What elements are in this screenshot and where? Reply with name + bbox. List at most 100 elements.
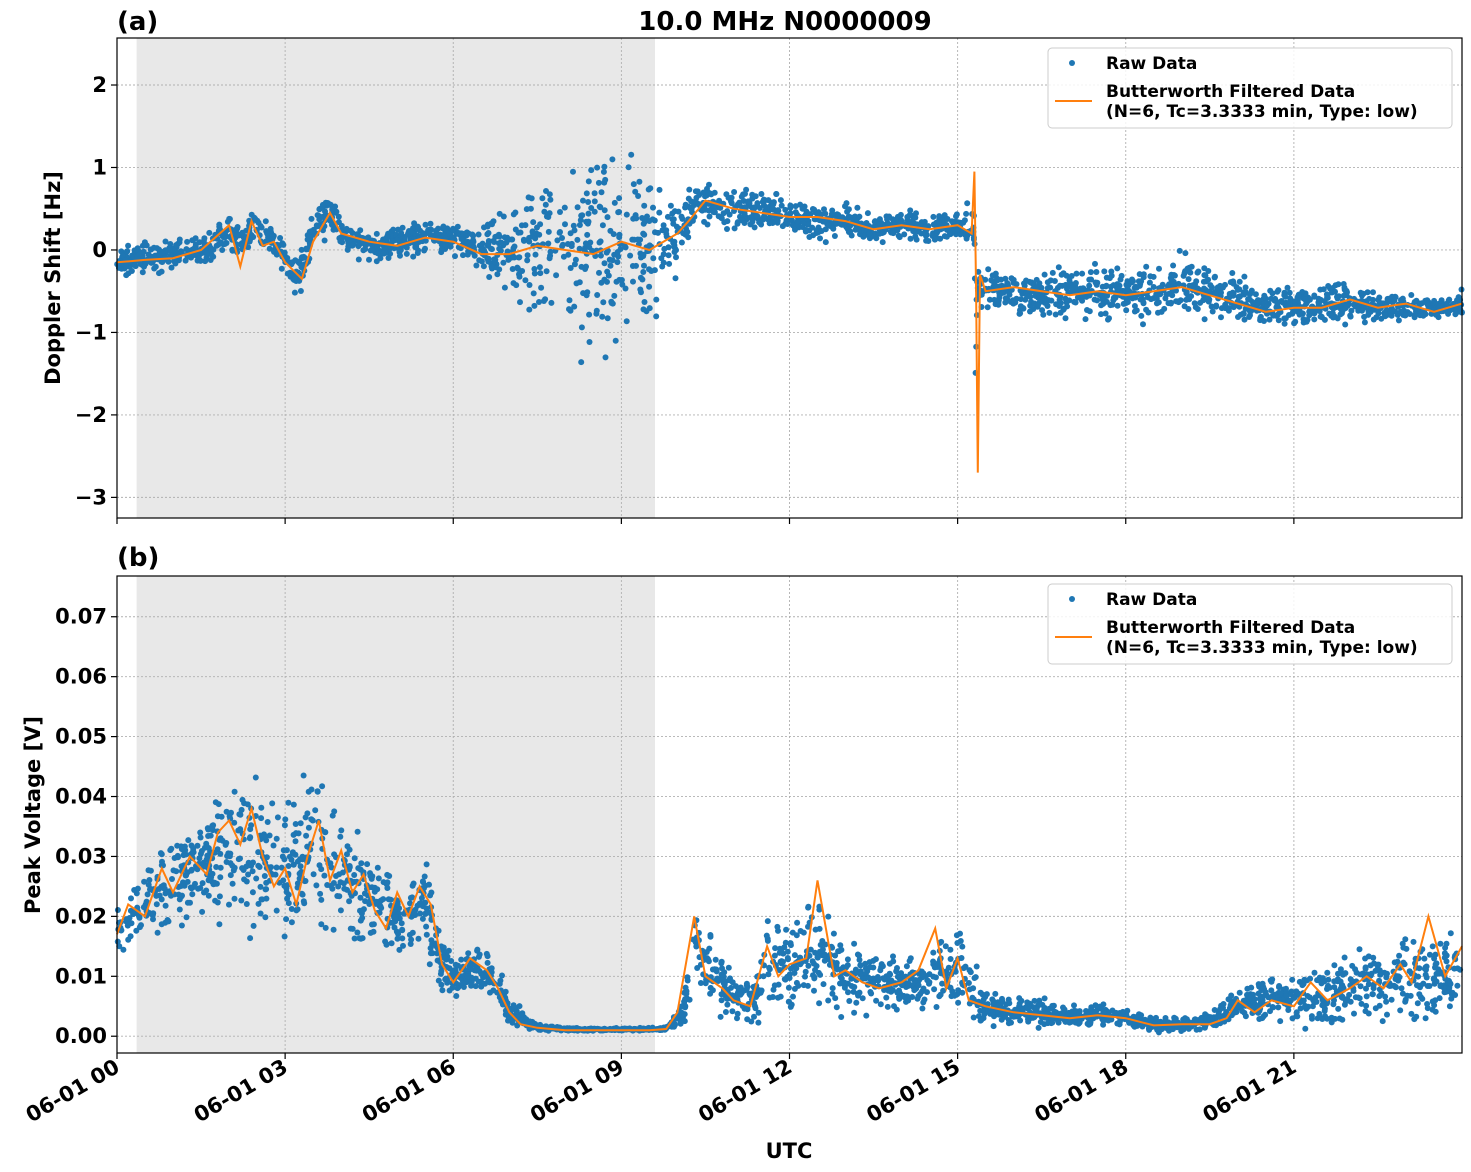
raw-data-point — [219, 837, 226, 844]
raw-data-point — [846, 214, 853, 221]
raw-data-point — [857, 971, 864, 978]
raw-data-point — [850, 988, 857, 995]
raw-data-point — [655, 229, 661, 236]
raw-data-point — [1337, 966, 1344, 973]
raw-data-point — [1241, 316, 1248, 323]
raw-data-point — [231, 788, 238, 795]
raw-data-point — [125, 242, 132, 249]
raw-data-point — [1417, 301, 1423, 308]
raw-data-point — [1278, 990, 1284, 997]
raw-data-point — [905, 997, 912, 1004]
raw-data-point — [930, 958, 937, 965]
raw-data-point — [1021, 280, 1027, 287]
raw-data-point — [258, 815, 265, 822]
raw-data-point — [757, 988, 764, 995]
raw-data-point — [996, 294, 1003, 301]
raw-data-point — [1289, 976, 1296, 983]
raw-data-point — [1236, 278, 1243, 285]
raw-data-point — [1318, 313, 1325, 320]
raw-data-point — [249, 889, 256, 896]
raw-data-point — [399, 935, 406, 942]
raw-data-point — [837, 942, 844, 949]
raw-data-point — [300, 253, 307, 260]
raw-data-point — [1178, 1028, 1185, 1034]
raw-data-point — [725, 964, 732, 971]
raw-data-point — [470, 237, 477, 244]
raw-data-point — [612, 337, 619, 344]
raw-data-point — [1150, 284, 1157, 290]
raw-data-point — [178, 883, 184, 889]
raw-data-point — [1108, 268, 1115, 275]
raw-data-point — [989, 272, 996, 279]
raw-data-point — [904, 214, 911, 220]
raw-data-point — [822, 210, 829, 217]
raw-data-point — [496, 210, 503, 217]
raw-data-point — [454, 223, 461, 230]
raw-data-point — [787, 204, 794, 211]
raw-data-point — [1242, 284, 1249, 291]
raw-data-point — [851, 1009, 858, 1016]
raw-data-point — [159, 259, 166, 265]
raw-data-point — [324, 882, 331, 888]
raw-data-point — [991, 296, 998, 303]
raw-data-point — [176, 906, 183, 913]
raw-data-point — [854, 951, 861, 958]
raw-data-point — [545, 240, 552, 247]
raw-data-point — [944, 216, 951, 222]
raw-data-point — [897, 211, 904, 218]
raw-data-point — [772, 945, 779, 952]
raw-data-point — [672, 275, 679, 282]
raw-data-point — [1293, 988, 1300, 995]
raw-data-point — [546, 255, 553, 262]
raw-data-point — [318, 921, 325, 928]
raw-data-point — [1114, 286, 1121, 293]
raw-data-point — [1280, 299, 1287, 306]
raw-data-point — [862, 970, 869, 977]
raw-data-point — [1343, 303, 1350, 310]
raw-data-point — [791, 985, 798, 992]
raw-data-point — [415, 935, 422, 942]
raw-data-point — [1035, 302, 1041, 309]
raw-data-point — [139, 269, 146, 276]
raw-data-point — [1342, 998, 1349, 1005]
raw-data-point — [1395, 973, 1402, 980]
raw-data-point — [576, 222, 583, 228]
raw-data-point — [357, 894, 364, 901]
raw-data-point — [490, 238, 497, 244]
raw-data-point — [500, 259, 507, 266]
raw-data-point — [718, 997, 725, 1004]
raw-data-point — [1306, 296, 1313, 303]
raw-data-point — [253, 875, 260, 882]
raw-data-point — [128, 268, 135, 274]
raw-data-point — [574, 204, 581, 211]
raw-data-point — [1384, 970, 1390, 977]
raw-data-point — [602, 354, 609, 361]
raw-data-point — [1399, 295, 1406, 302]
raw-data-point — [208, 251, 215, 258]
raw-data-point — [386, 873, 393, 879]
raw-data-point — [255, 849, 262, 856]
raw-data-point — [1031, 997, 1038, 1004]
raw-data-point — [770, 986, 777, 993]
raw-data-point — [717, 1013, 724, 1020]
raw-data-point — [619, 281, 626, 288]
raw-data-point — [337, 907, 344, 914]
raw-data-point — [1320, 286, 1327, 293]
raw-data-point — [683, 228, 690, 235]
raw-data-point — [609, 156, 616, 163]
raw-data-point — [1156, 265, 1162, 272]
raw-data-point — [615, 253, 622, 260]
raw-data-point — [660, 259, 667, 266]
raw-data-point — [384, 885, 391, 891]
raw-data-point — [245, 871, 252, 878]
raw-data-point — [919, 1005, 926, 1012]
raw-data-point — [641, 262, 647, 269]
raw-data-point — [589, 247, 596, 254]
raw-data-point — [371, 888, 378, 895]
raw-data-point — [1208, 303, 1215, 310]
raw-data-point — [366, 256, 372, 263]
panel-a-legend-filtered-label-2: (N=6, Tc=3.3333 min, Type: low) — [1106, 102, 1418, 122]
raw-data-point — [321, 237, 328, 244]
raw-data-point — [1207, 282, 1214, 289]
raw-data-point — [607, 262, 614, 269]
